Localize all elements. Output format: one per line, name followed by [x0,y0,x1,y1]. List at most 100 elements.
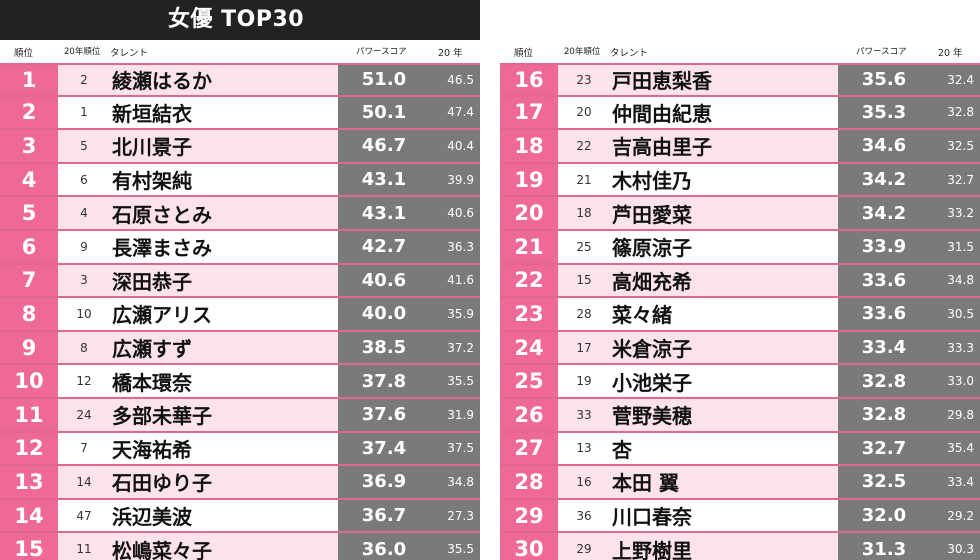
table-row: 23 28 菜々緒 33.6 30.5 [500,298,980,332]
prev-year-score: 32.5 [947,138,974,153]
talent-name: 杏 [612,437,632,462]
table-row: 18 22 吉高由里子 34.6 32.5 [500,130,980,164]
power-score: 31.3 [861,538,907,560]
score-cell [338,197,480,229]
table-row: 14 47 浜辺美波 36.7 27.3 [0,499,480,534]
score-cell [838,298,980,330]
prev-year-rank: 29 [576,542,592,557]
prev-year-rank: 2 [80,72,88,87]
prev-year-score: 35.4 [947,441,974,456]
score-cell [838,398,980,431]
prev-year-rank: 12 [76,374,92,389]
power-score: 37.8 [361,370,407,392]
score-cell [838,130,980,162]
prev-year-rank: 16 [576,474,592,489]
prev-year-rank: 7 [80,441,88,456]
score-cell [338,96,480,129]
prev-year-score: 32.4 [947,72,974,87]
prev-year-score: 33.3 [947,340,974,355]
power-score: 37.6 [361,404,407,426]
power-score: 51.0 [361,69,407,91]
table-row: 6 9 長澤まさみ 42.7 36.3 [0,230,480,265]
table-header: 順位 20年順位 タレント パワースコア 20 年 [0,40,480,63]
power-score: 33.4 [861,337,907,359]
power-score: 34.2 [861,169,907,191]
talent-name: 石原さとみ [112,202,212,227]
power-score: 33.9 [861,236,907,258]
power-score: 32.0 [861,505,907,527]
talent-name: 有村架純 [112,169,192,194]
prev-year-rank: 18 [576,206,592,221]
score-cell [838,533,980,560]
power-score: 36.9 [361,471,407,493]
table-row: 21 25 篠原涼子 33.9 31.5 [500,230,980,265]
header-prev-rank: 20年順位 [564,47,601,57]
score-cell [838,466,980,498]
prev-year-rank: 33 [576,407,592,422]
talent-name: 木村佳乃 [612,169,692,194]
table-row: 20 18 芦田愛菜 34.2 33.2 [500,197,980,231]
talent-name: 上野樹里 [612,538,692,560]
prev-year-score: 35.9 [447,306,474,321]
talent-name: 高畑充希 [612,269,692,294]
prev-year-score: 35.5 [447,542,474,557]
score-cell [838,65,980,95]
rank-number: 9 [0,331,58,364]
rank-number: 25 [500,365,558,397]
score-cell [838,264,980,297]
score-cell [338,499,480,532]
ranking-table-left: 順位 20年順位 タレント パワースコア 20 年 1 2 綾瀬はるか 51.0 46.… [0,40,480,560]
talent-name: 吉高由里子 [612,135,712,160]
rank-number: 15 [0,533,58,560]
table-rows: 1 2 綾瀬はるか 51.0 46.5 2 1 新垣結衣 50.1 47.4 3 5 北川景子 46.7 4… [0,63,480,560]
power-score: 38.5 [361,337,407,359]
power-score: 40.6 [361,269,407,291]
table-header: 順位 20年順位 タレント パワースコア 20 年 [500,40,980,63]
power-score: 32.8 [861,404,907,426]
talent-name: 小池栄子 [612,370,692,395]
score-cell [338,130,480,162]
table-row: 26 33 菅野美穂 32.8 29.8 [500,398,980,433]
power-score: 32.7 [861,437,907,459]
score-cell [838,230,980,263]
prev-year-rank: 22 [576,138,592,153]
prev-year-rank: 17 [576,340,592,355]
prev-year-rank: 13 [576,441,592,456]
table-row: 5 4 石原さとみ 43.1 40.6 [0,197,480,231]
power-score: 35.3 [861,101,907,123]
score-cell [338,163,480,196]
prev-year-score: 40.6 [447,206,474,221]
power-score: 32.8 [861,370,907,392]
prev-year-score: 33.4 [947,474,974,489]
prev-year-rank: 36 [576,508,592,523]
rank-number: 14 [0,499,58,532]
prev-year-score: 37.5 [447,441,474,456]
talent-name: 菅野美穂 [612,404,692,429]
talent-name: 広瀬アリス [112,303,212,328]
table-rows: 16 23 戸田恵梨香 35.6 32.4 17 20 仲間由紀恵 35.3 32.8 18 22 吉高… [500,63,980,560]
prev-year-rank: 25 [576,239,592,254]
rank-number: 13 [0,466,58,498]
power-score: 33.6 [861,303,907,325]
score-cell [338,298,480,330]
prev-year-score: 32.8 [947,105,974,120]
prev-year-rank: 4 [80,206,88,221]
prev-year-score: 30.5 [947,306,974,321]
rank-number: 22 [500,264,558,297]
prev-year-rank: 11 [76,542,92,557]
rank-number: 5 [0,197,58,229]
table-row: 8 10 広瀬アリス 40.0 35.9 [0,298,480,332]
score-cell [338,432,480,465]
power-score: 36.7 [361,505,407,527]
score-cell [338,466,480,498]
talent-name: 新垣結衣 [112,101,192,126]
header-power-score: パワースコア [856,47,907,57]
power-score: 34.2 [861,202,907,224]
prev-year-score: 29.8 [947,407,974,422]
talent-name: 菜々緒 [612,303,672,328]
talent-name: 天海祐希 [112,437,192,462]
rank-number: 8 [0,298,58,330]
table-row: 15 11 松嶋菜々子 36.0 35.5 [0,533,480,560]
score-cell [838,96,980,129]
table-row: 4 6 有村架純 43.1 39.9 [0,163,480,198]
